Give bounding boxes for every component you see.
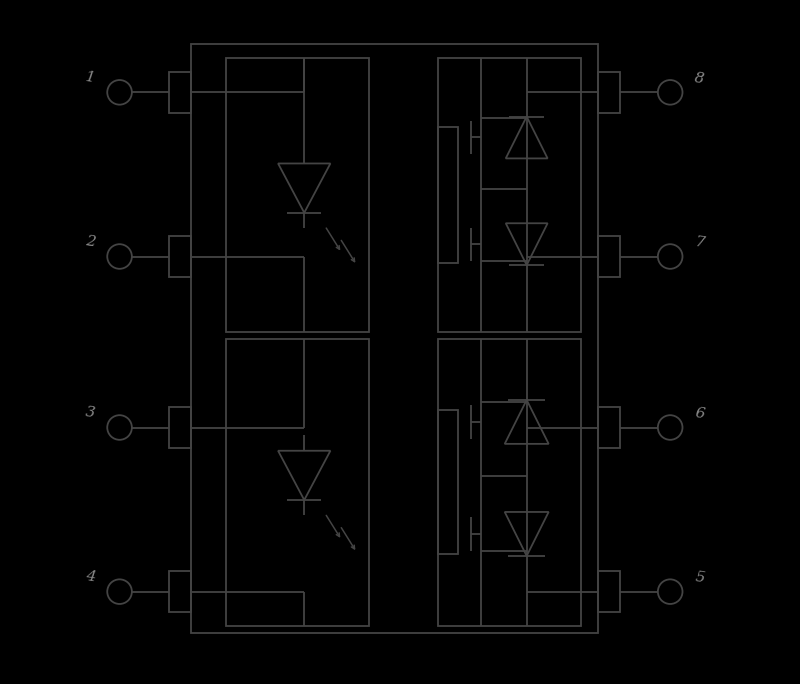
Bar [438, 58, 582, 332]
Bar [170, 407, 191, 448]
Bar [170, 571, 191, 612]
Bar [598, 236, 620, 277]
Bar [170, 72, 191, 113]
Text: 3: 3 [84, 405, 96, 420]
Text: 7: 7 [694, 235, 706, 250]
Bar [191, 44, 598, 633]
Text: 2: 2 [84, 234, 96, 249]
Bar [438, 127, 458, 263]
Bar [598, 72, 620, 113]
Bar [438, 339, 582, 626]
Bar [170, 236, 191, 277]
Bar [598, 571, 620, 612]
Bar [598, 407, 620, 448]
Text: 8: 8 [694, 71, 706, 86]
Text: 4: 4 [84, 569, 96, 584]
Text: 6: 6 [694, 406, 706, 421]
Text: 5: 5 [694, 570, 706, 586]
Bar [438, 410, 458, 554]
Bar [226, 339, 370, 626]
Text: 1: 1 [84, 70, 96, 85]
Bar [226, 58, 370, 332]
